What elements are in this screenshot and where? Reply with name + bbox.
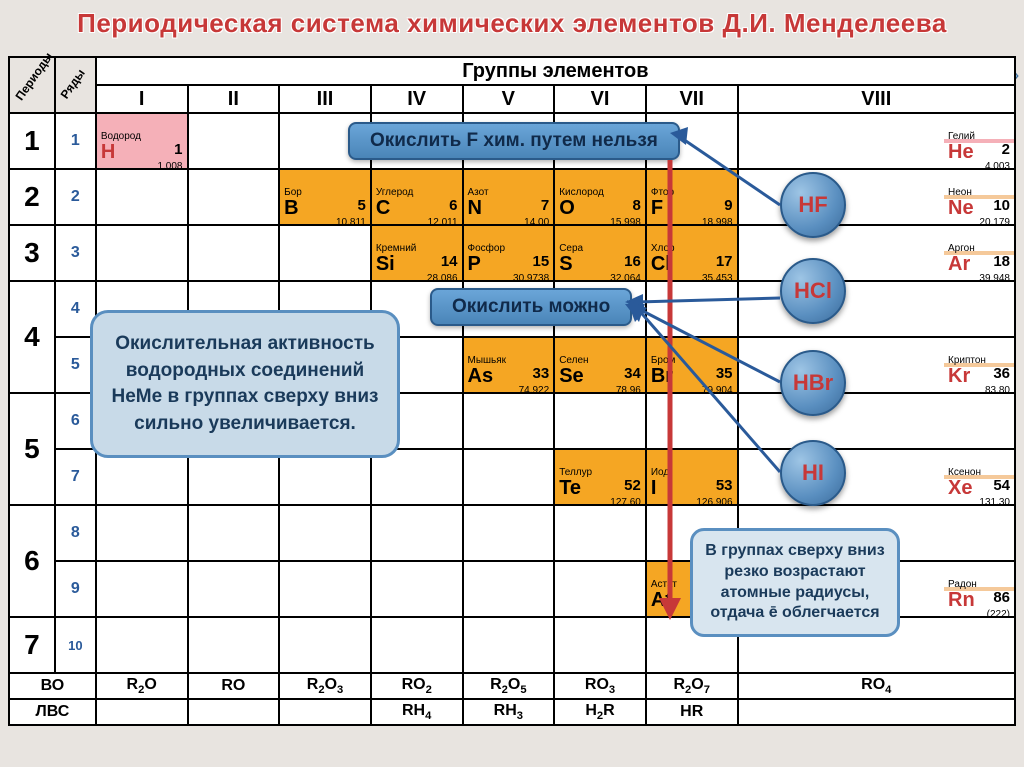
element-n: N714,00Азот xyxy=(463,169,555,225)
footer-lvs-label: ЛВС xyxy=(9,699,96,725)
vo-3: R2O3 xyxy=(279,673,371,699)
element-cl: Cl1735,453Хлор xyxy=(646,225,738,281)
element-c: C612,011Углерод xyxy=(371,169,463,225)
row-2: 2 xyxy=(55,169,96,225)
vo-2: RO xyxy=(188,673,280,699)
period-7: 7 xyxy=(9,617,55,673)
vo-7: R2O7 xyxy=(646,673,738,699)
element-ar: Ar1839,948Аргон xyxy=(738,225,1015,281)
lvs-1 xyxy=(96,699,188,725)
element-b: B510,811Бор xyxy=(279,169,371,225)
element-p: P1530,9738Фосфор xyxy=(463,225,555,281)
lvs-8 xyxy=(738,699,1015,725)
vo-8: RO4 xyxy=(738,673,1015,699)
group-4: IV xyxy=(371,85,463,113)
lvs-6: H2R xyxy=(554,699,646,725)
lvs-7: HR xyxy=(646,699,738,725)
element-he: He24,003Гелий xyxy=(738,113,1015,169)
vo-1: R2O xyxy=(96,673,188,699)
period-5: 5 xyxy=(9,393,55,505)
period-6: 6 xyxy=(9,505,55,617)
element-xe: Xe54131,30Ксенон xyxy=(738,449,1015,505)
callout-cannot-oxidize: Окислить F хим. путем нельзя xyxy=(348,122,680,160)
period-4: 4 xyxy=(9,281,55,393)
group-1: I xyxy=(96,85,188,113)
group-6: VI xyxy=(554,85,646,113)
row-1: 1 xyxy=(55,113,96,169)
row-3: 3 xyxy=(55,225,96,281)
element-se: Se3478,96Селен xyxy=(554,337,646,393)
period-1: 1 xyxy=(9,113,55,169)
element-te: Te52127,60Теллур xyxy=(554,449,646,505)
period-2: 2 xyxy=(9,169,55,225)
element-ne: Ne1020,179Неон xyxy=(738,169,1015,225)
element-si: Si1428,086Кремний xyxy=(371,225,463,281)
vo-5: R2O5 xyxy=(463,673,555,699)
header-rows: Ряды xyxy=(57,69,86,102)
lvs-5: RH3 xyxy=(463,699,555,725)
info-right-box: В группах сверху вниз резко возрастают а… xyxy=(690,528,900,637)
lvs-3 xyxy=(279,699,371,725)
element-i: I53126,906Иод xyxy=(646,449,738,505)
group-5: V xyxy=(463,85,555,113)
element-h: H11.008Водород xyxy=(96,113,188,169)
lvs-4: RH4 xyxy=(371,699,463,725)
compound-hbr: HBr xyxy=(780,350,846,416)
row-8: 8 xyxy=(55,505,96,561)
footer-vo-label: ВО xyxy=(9,673,96,699)
group-2: II xyxy=(188,85,280,113)
compound-hf: HF xyxy=(780,172,846,238)
element-s: S1632,064Сера xyxy=(554,225,646,281)
vo-6: RO3 xyxy=(554,673,646,699)
header-groups-title: Группы элементов xyxy=(96,57,1015,85)
group-8: VIII xyxy=(738,85,1015,113)
vo-4: RO2 xyxy=(371,673,463,699)
row-9: 9 xyxy=(55,561,96,617)
page-title: Периодическая система химических элемент… xyxy=(0,0,1024,43)
row-7: 7 xyxy=(55,449,96,505)
period-3: 3 xyxy=(9,225,55,281)
group-7: VII xyxy=(646,85,738,113)
compound-hi: HI xyxy=(780,440,846,506)
header-periods: Периоды xyxy=(13,67,44,103)
info-left-box: Окислительная активность водородных соед… xyxy=(90,310,400,458)
element-o: O815,998Кислород xyxy=(554,169,646,225)
element-as: As3374,922Мышьяк xyxy=(463,337,555,393)
compound-hcl: HCl xyxy=(780,258,846,324)
callout-can-oxidize: Окислить можно xyxy=(430,288,632,326)
element-f: F918,998Фтор xyxy=(646,169,738,225)
lvs-2 xyxy=(188,699,280,725)
element-br: Br3579,904Бром xyxy=(646,337,738,393)
row-10: 10 xyxy=(55,617,96,673)
group-3: III xyxy=(279,85,371,113)
